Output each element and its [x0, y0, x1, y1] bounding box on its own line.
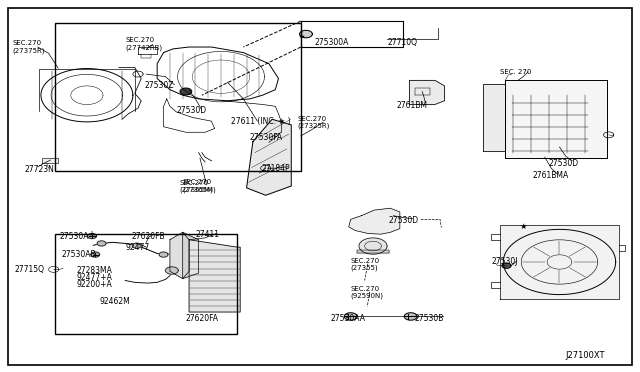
Text: 2761BMA: 2761BMA	[532, 171, 568, 180]
Text: 2761BM: 2761BM	[397, 101, 428, 110]
Text: 27530Z: 27530Z	[145, 81, 174, 90]
Polygon shape	[410, 80, 445, 105]
Polygon shape	[159, 252, 168, 257]
Text: SEC.270
(27742RB): SEC.270 (27742RB)	[125, 37, 163, 51]
Text: 27710Q: 27710Q	[387, 38, 417, 47]
Bar	[55, 23, 301, 171]
Polygon shape	[246, 119, 291, 195]
Text: ★: ★	[519, 222, 527, 231]
Polygon shape	[500, 225, 619, 299]
Text: SEC.270
(27355): SEC.270 (27355)	[351, 258, 380, 271]
Text: 27411: 27411	[195, 230, 220, 240]
Polygon shape	[483, 84, 505, 151]
Text: SEC.270
(27365M): SEC.270 (27365M)	[179, 180, 213, 193]
Polygon shape	[505, 80, 607, 158]
Text: 92462M: 92462M	[100, 297, 131, 306]
Text: 92200+A: 92200+A	[76, 280, 112, 289]
Text: 27723N: 27723N	[25, 165, 55, 174]
Bar	[55, 234, 237, 334]
Text: 27611 (INC. ★ ): 27611 (INC. ★ )	[230, 117, 290, 126]
Polygon shape	[42, 158, 58, 163]
Polygon shape	[170, 232, 189, 279]
Text: 27184P: 27184P	[261, 164, 290, 173]
Polygon shape	[300, 31, 312, 38]
Text: 27620FA: 27620FA	[186, 314, 219, 323]
Polygon shape	[357, 250, 389, 253]
Text: 27715Q: 27715Q	[15, 265, 45, 274]
Text: 27620FB: 27620FB	[132, 231, 165, 241]
Text: 27530J: 27530J	[491, 257, 518, 266]
Polygon shape	[166, 267, 178, 274]
Text: 27530D: 27530D	[176, 106, 207, 115]
Text: 27530FA: 27530FA	[250, 132, 283, 142]
Text: 27283MA: 27283MA	[76, 266, 112, 275]
Polygon shape	[88, 234, 97, 238]
Polygon shape	[404, 313, 417, 320]
Text: SEC.270
(27325R): SEC.270 (27325R)	[298, 115, 330, 129]
Text: 27530AA: 27530AA	[330, 314, 365, 323]
Polygon shape	[502, 263, 511, 268]
Text: SEC.270
(27365M): SEC.270 (27365M)	[182, 179, 216, 193]
Text: 27530AB: 27530AB	[61, 250, 96, 259]
Polygon shape	[344, 313, 357, 320]
Text: 92477+A: 92477+A	[76, 273, 112, 282]
Polygon shape	[189, 240, 240, 312]
Text: SEC. 270: SEC. 270	[500, 69, 531, 75]
Text: 275300A: 275300A	[315, 38, 349, 47]
Polygon shape	[349, 208, 400, 234]
Text: 92477: 92477	[125, 243, 150, 252]
Text: 27530B: 27530B	[415, 314, 444, 323]
Text: J27100XT: J27100XT	[566, 351, 605, 360]
Polygon shape	[359, 238, 387, 254]
Text: 27530D: 27530D	[388, 216, 419, 225]
Polygon shape	[182, 232, 198, 279]
Polygon shape	[180, 88, 191, 95]
Text: 27530A: 27530A	[60, 231, 89, 241]
Text: SEC.270
(92590N): SEC.270 (92590N)	[351, 286, 383, 299]
Polygon shape	[91, 252, 100, 257]
Text: SEC.270
(27375R): SEC.270 (27375R)	[12, 40, 45, 54]
Text: 27530D: 27530D	[548, 158, 579, 167]
Polygon shape	[132, 243, 141, 248]
Polygon shape	[97, 241, 106, 246]
